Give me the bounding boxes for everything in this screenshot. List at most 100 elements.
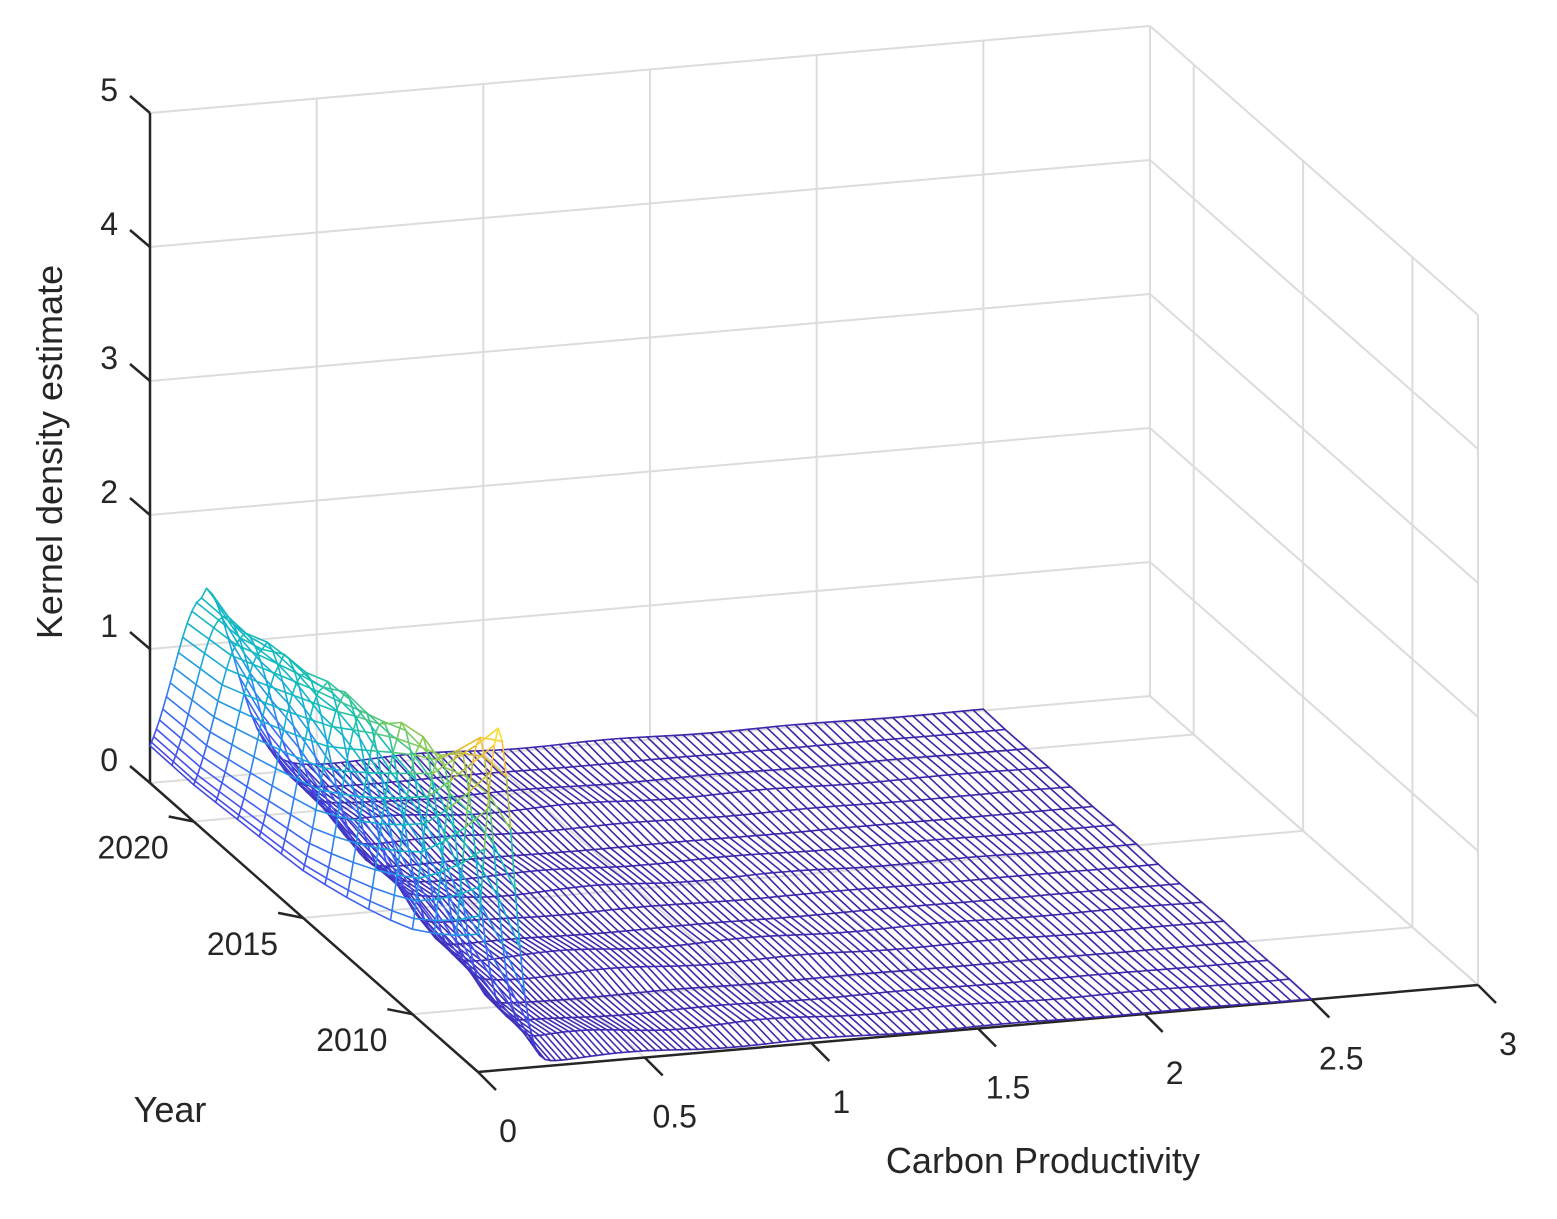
surface-mesh-segment xyxy=(697,1025,707,1029)
surface-mesh-segment xyxy=(790,870,814,895)
surface-mesh-segment xyxy=(949,796,974,818)
surface-mesh-segment xyxy=(725,900,749,922)
surface-mesh-segment xyxy=(271,648,295,671)
surface-mesh-segment xyxy=(413,745,420,756)
surface-mesh-segment xyxy=(174,754,199,776)
surface-mesh-segment xyxy=(642,905,667,928)
surface-mesh-segment xyxy=(655,946,679,967)
surface-mesh-segment xyxy=(590,801,615,825)
surface-mesh-segment xyxy=(939,796,952,799)
surface-mesh-segment xyxy=(806,807,830,831)
surface-mesh-segment xyxy=(903,988,915,992)
surface-mesh-segment xyxy=(704,754,728,775)
surface-mesh-segment xyxy=(856,1014,880,1036)
surface-mesh-segment xyxy=(531,830,542,834)
x-tick-mark xyxy=(1310,998,1331,1019)
surface-mesh-segment xyxy=(693,794,705,798)
surface-mesh-segment xyxy=(798,1016,822,1039)
surface-mesh-segment xyxy=(589,764,613,785)
surface-mesh-segment xyxy=(493,727,500,746)
surface-mesh-segment xyxy=(326,725,333,748)
surface-mesh-segment xyxy=(866,760,879,763)
surface-mesh-segment xyxy=(702,794,727,818)
surface-mesh-segment xyxy=(826,996,837,999)
surface-mesh-segment xyxy=(375,748,400,784)
surface-mesh-segment xyxy=(711,877,723,881)
surface-mesh-segment xyxy=(869,908,894,929)
surface-mesh-segment xyxy=(945,753,958,757)
surface-mesh-segment xyxy=(508,747,519,751)
surface-mesh-segment xyxy=(315,788,321,811)
surface-mesh-segment xyxy=(815,806,827,809)
surface-mesh-segment xyxy=(934,1005,945,1009)
surface-mesh-segment xyxy=(766,1017,776,1020)
surface-mesh-segment xyxy=(961,817,986,838)
surface-mesh-segment xyxy=(580,1029,604,1056)
surface-mesh-segment xyxy=(896,842,921,864)
surface-mesh-segment xyxy=(575,997,600,1018)
surface-mesh-segment xyxy=(800,830,812,833)
surface-mesh-segment xyxy=(345,896,370,911)
surface-mesh-segment xyxy=(951,817,976,838)
surface-mesh-segment xyxy=(675,1028,685,1031)
surface-mesh-segment xyxy=(195,667,202,686)
surface-mesh-segment xyxy=(565,913,590,935)
surface-mesh-segment xyxy=(675,987,686,991)
surface-mesh-segment xyxy=(959,880,984,902)
x-tick-label: 2 xyxy=(1166,1055,1184,1091)
surface-mesh-segment xyxy=(721,921,746,939)
surface-mesh-segment xyxy=(790,767,815,788)
surface-mesh-segment xyxy=(480,847,486,887)
surface-mesh-segment xyxy=(730,920,741,923)
surface-mesh-segment xyxy=(1063,827,1075,831)
surface-mesh-segment xyxy=(333,815,358,844)
surface-mesh-segment xyxy=(412,877,421,904)
surface-mesh-segment xyxy=(816,743,828,747)
surface-mesh-segment xyxy=(1194,943,1206,947)
surface-mesh-segment xyxy=(352,842,358,864)
surface-mesh-segment xyxy=(1019,1020,1031,1024)
surface-mesh-segment xyxy=(866,887,890,910)
surface-mesh-segment xyxy=(1207,984,1220,987)
surface-mesh-segment xyxy=(529,915,539,919)
surface-mesh-segment xyxy=(808,868,819,871)
surface-mesh-segment xyxy=(646,990,656,993)
surface-mesh-segment xyxy=(262,823,286,841)
surface-mesh-segment xyxy=(794,893,805,896)
surface-mesh-segment xyxy=(964,836,976,839)
surface-mesh-segment xyxy=(697,1006,722,1026)
surface-mesh-segment xyxy=(571,827,596,851)
surface-mesh-segment xyxy=(302,864,306,872)
surface-mesh-segment xyxy=(891,800,903,804)
surface-mesh-segment xyxy=(1147,864,1171,886)
surface-mesh-segment xyxy=(610,738,635,763)
z-tick-mark xyxy=(129,95,151,114)
surface-mesh-segment xyxy=(597,762,609,766)
surface-mesh-segment xyxy=(1169,882,1181,886)
surface-mesh-segment xyxy=(860,909,885,930)
surface-mesh-segment xyxy=(728,730,752,753)
surface-mesh-segment xyxy=(380,797,386,825)
surface-mesh-segment xyxy=(514,889,521,949)
surface-mesh-segment xyxy=(481,918,506,941)
surface-mesh-segment xyxy=(721,920,732,923)
surface-mesh-segment xyxy=(569,850,594,869)
surface-mesh-segment xyxy=(246,785,270,802)
surface-mesh-segment xyxy=(624,992,634,995)
surface-mesh-segment xyxy=(917,967,929,971)
surface-mesh-segment xyxy=(611,782,635,802)
surface-mesh-segment xyxy=(1016,748,1040,770)
surface-mesh-segment xyxy=(545,950,554,953)
surface-mesh-segment xyxy=(1063,828,1087,850)
surface-mesh-segment xyxy=(265,730,274,749)
surface-mesh-segment xyxy=(991,814,1015,835)
surface-mesh-segment xyxy=(682,1007,692,1010)
surface-mesh-segment xyxy=(558,743,583,767)
surface-mesh-segment xyxy=(391,909,415,920)
surface-mesh-segment xyxy=(678,880,689,884)
surface-mesh-segment xyxy=(704,753,715,757)
surface-mesh-segment xyxy=(270,699,279,723)
surface-mesh-segment xyxy=(921,714,946,736)
surface-mesh-segment xyxy=(698,857,709,861)
surface-mesh-segment xyxy=(615,762,639,783)
